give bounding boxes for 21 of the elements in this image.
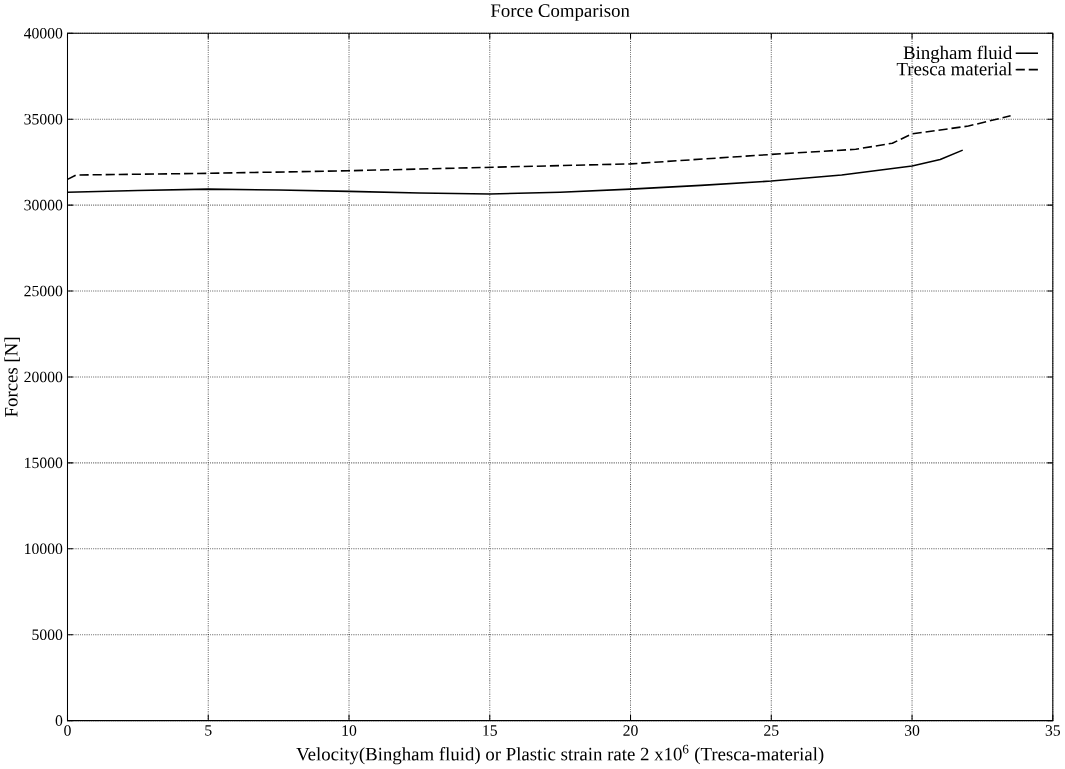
y-tick-label: 20000: [24, 371, 63, 383]
legend-label: Tresca material: [896, 62, 1012, 76]
x-tick-label: 5: [205, 725, 212, 736]
x-tick-label: 15: [483, 725, 498, 736]
x-tick-label: 10: [342, 725, 357, 736]
y-tick-label: 5000: [32, 629, 63, 641]
chart-title: Force Comparison: [490, 4, 630, 21]
x-tick-label: 35: [1045, 725, 1061, 736]
y-axis-title: Forces [N]: [4, 338, 20, 418]
x-tick-label: 20: [623, 725, 638, 736]
y-tick-label: 40000: [23, 28, 63, 39]
y-tick-label: 35000: [24, 114, 63, 125]
y-tick-label: 0: [55, 715, 63, 727]
x-tick-label: 30: [904, 725, 920, 736]
y-tick-label: 25000: [24, 285, 63, 297]
x-tick-label: 0: [64, 725, 71, 736]
x-axis-title: Velocity(Bingham fluid) or Plastic strain rate 2 x10$^{6}$ (Tresca-material): [296, 744, 824, 765]
y-tick-label: 10000: [25, 543, 63, 555]
y-tick-label: 15000: [25, 457, 63, 469]
x-tick-label: 25: [764, 725, 779, 736]
y-tick-label: 30000: [24, 199, 63, 211]
